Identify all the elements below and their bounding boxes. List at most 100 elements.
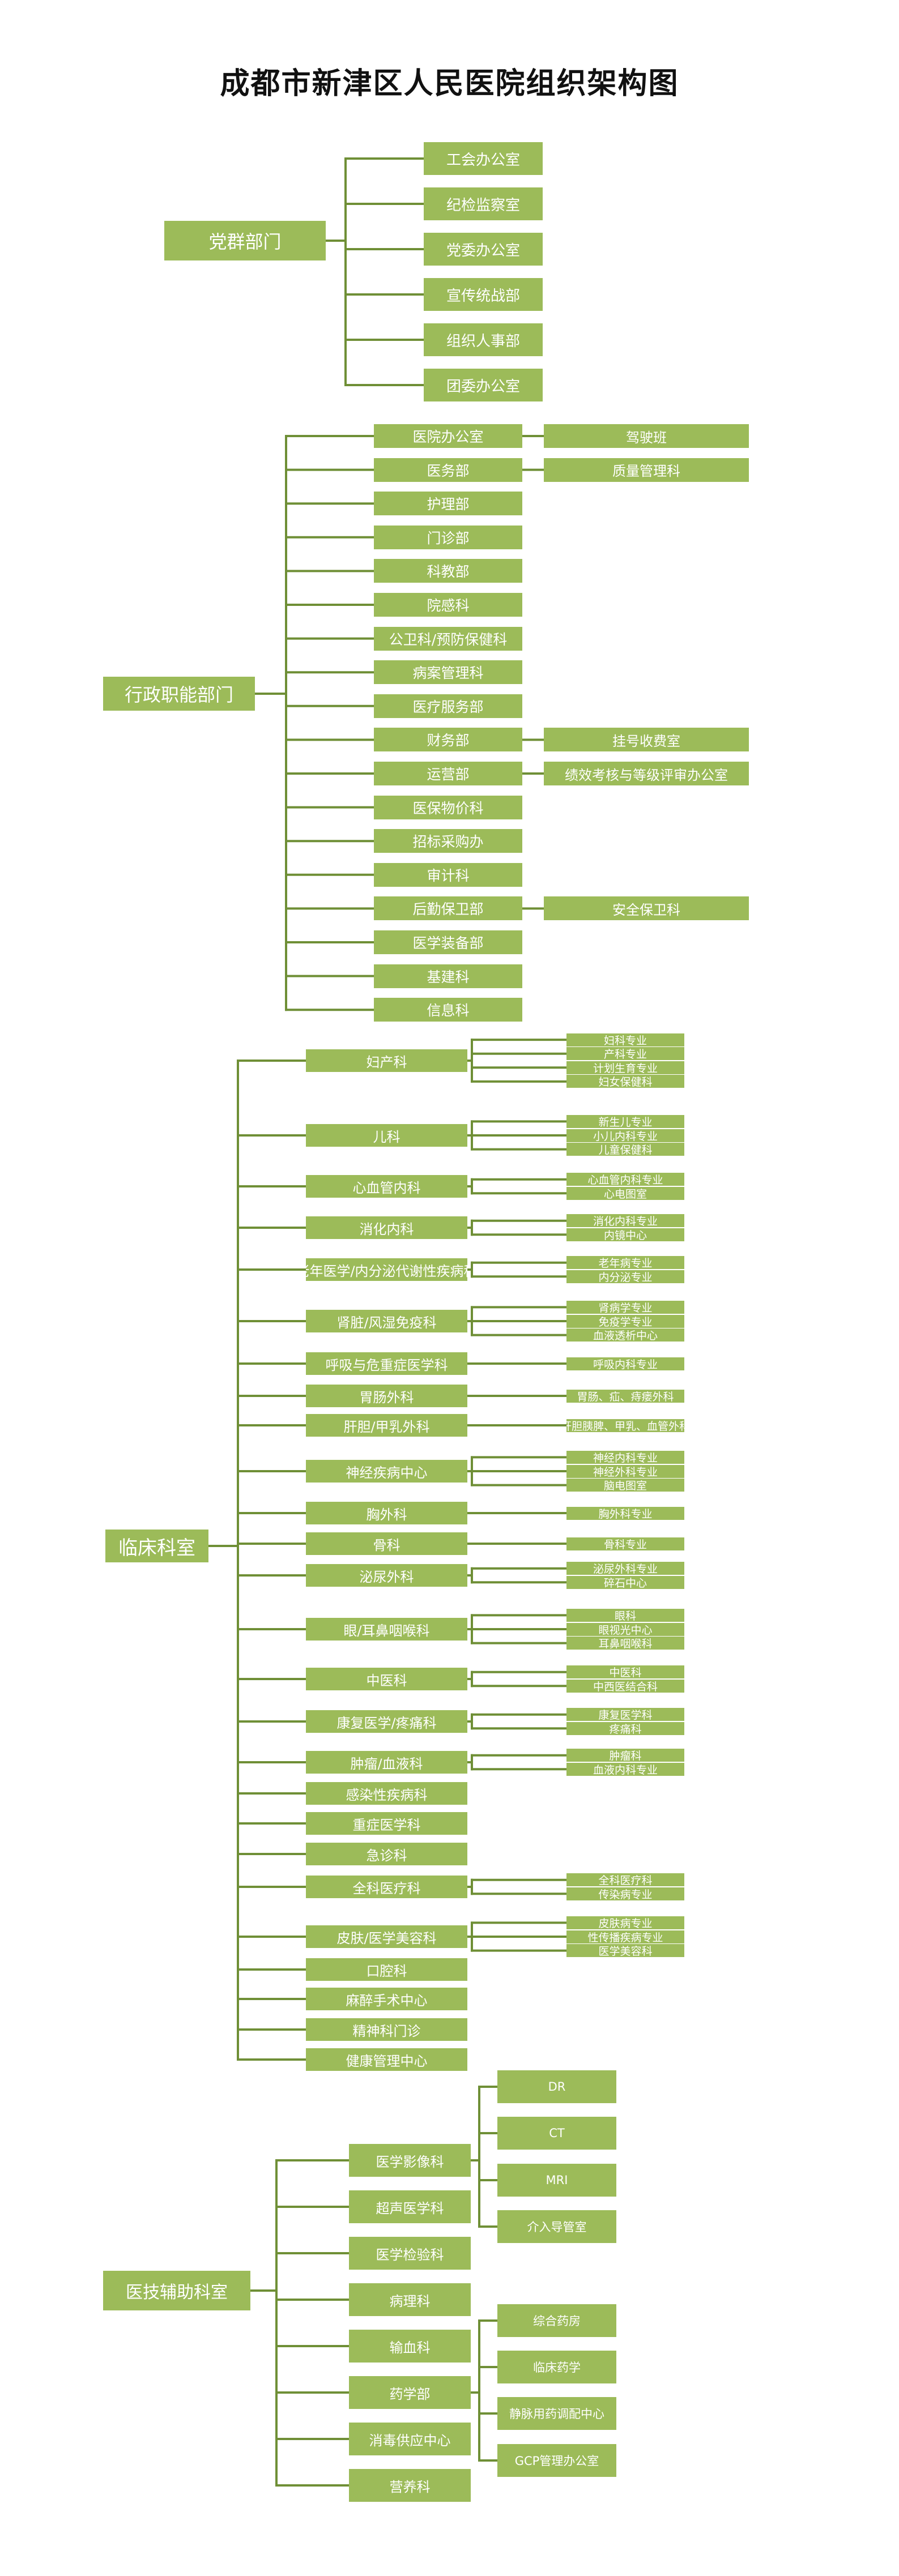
- section-root-box: 行政职能部门: [103, 677, 255, 711]
- department-box: 中医科: [306, 1668, 467, 1690]
- sub-department-box: 康复医学科: [566, 1708, 684, 1721]
- section-root-box: 党群部门: [164, 221, 326, 260]
- department-box: 团委办公室: [424, 369, 543, 401]
- department-box: 纪检监察室: [424, 187, 543, 220]
- department-box: 心血管内科: [306, 1175, 467, 1198]
- sub-department-box: 妇科专业: [566, 1033, 684, 1046]
- department-box: 肿瘤/血液科: [306, 1751, 467, 1774]
- sub-department-box: 消化内科专业: [566, 1214, 684, 1228]
- sub-department-box: 产科专业: [566, 1047, 684, 1061]
- sub-department-box: 心电图室: [566, 1186, 684, 1200]
- sub-department-box: 肾病学专业: [566, 1300, 684, 1314]
- sub-department-box: 全科医疗科: [566, 1873, 684, 1887]
- department-box: 信息科: [374, 998, 522, 1022]
- sub-department-box: 介入导管室: [497, 2210, 616, 2243]
- department-box: 党委办公室: [424, 233, 543, 266]
- department-box: 输血科: [349, 2330, 471, 2363]
- sub-department-box: 中西医结合科: [566, 1679, 684, 1693]
- department-box: 药学部: [349, 2376, 471, 2409]
- department-box: 医保物价科: [374, 795, 522, 819]
- department-box: 老年医学/内分泌代谢性疾病科: [306, 1258, 467, 1281]
- sub-department-box: 神经内科专业: [566, 1450, 684, 1464]
- sub-department-box: 眼科: [566, 1608, 684, 1622]
- department-box: 健康管理中心: [306, 2048, 467, 2071]
- department-box: 重症医学科: [306, 1812, 467, 1835]
- sub-department-box: 绩效考核与等级评审办公室: [544, 762, 749, 785]
- department-box: 儿科: [306, 1124, 467, 1147]
- department-box: 门诊部: [374, 525, 522, 549]
- section-root-box: 临床科室: [105, 1530, 208, 1562]
- sub-department-box: 临床药学: [497, 2351, 616, 2383]
- department-box: 营养科: [349, 2469, 471, 2502]
- department-box: 超声医学科: [349, 2190, 471, 2223]
- department-box: 招标采购办: [374, 829, 522, 853]
- sub-department-box: 静脉用药调配中心: [497, 2397, 616, 2430]
- department-box: 科教部: [374, 559, 522, 583]
- sub-department-box: 挂号收费室: [544, 728, 749, 752]
- department-box: 神经疾病中心: [306, 1460, 467, 1483]
- sub-department-box: 骨科专业: [566, 1537, 684, 1550]
- department-box: 感染性疾病科: [306, 1782, 467, 1805]
- department-box: 病案管理科: [374, 660, 522, 685]
- department-box: 胃肠外科: [306, 1385, 467, 1407]
- department-box: 骨科: [306, 1532, 467, 1555]
- sub-department-box: 内镜中心: [566, 1228, 684, 1241]
- sub-department-box: 综合药房: [497, 2304, 616, 2337]
- department-box: 病理科: [349, 2283, 471, 2316]
- department-box: 后勤保卫部: [374, 896, 522, 921]
- sub-department-box: 血液透析中心: [566, 1328, 684, 1342]
- department-box: 工会办公室: [424, 142, 543, 175]
- sub-department-box: 质量管理科: [544, 458, 749, 482]
- department-box: 公卫科/预防保健科: [374, 626, 522, 651]
- department-box: 院感科: [374, 593, 522, 617]
- sub-department-box: 新生儿专业: [566, 1114, 684, 1128]
- department-box: 审计科: [374, 862, 522, 887]
- department-box: 肝胆/甲乳外科: [306, 1414, 467, 1437]
- sub-department-box: 神经外科专业: [566, 1464, 684, 1478]
- sub-department-box: 中医科: [566, 1665, 684, 1679]
- sub-department-box: 胸外科专业: [566, 1506, 684, 1520]
- sub-department-box: 呼吸内科专业: [566, 1357, 684, 1370]
- department-box: 医务部: [374, 458, 522, 482]
- department-box: 医学装备部: [374, 930, 522, 954]
- department-box: 肾脏/风湿免疫科: [306, 1310, 467, 1332]
- department-box: 泌尿外科: [306, 1564, 467, 1587]
- section-root-box: 医技辅助科室: [103, 2271, 250, 2310]
- sub-department-box: 传染病专业: [566, 1887, 684, 1900]
- sub-department-box: 免疫学专业: [566, 1314, 684, 1328]
- department-box: 眼/耳鼻咽喉科: [306, 1618, 467, 1641]
- sub-department-box: 妇女保健科: [566, 1075, 684, 1088]
- sub-department-box: 胃肠、疝、痔瘘外科: [566, 1389, 684, 1403]
- department-box: 康复医学/疼痛科: [306, 1710, 467, 1733]
- department-box: 呼吸与危重症医学科: [306, 1352, 467, 1375]
- sub-department-box: 脑电图室: [566, 1479, 684, 1492]
- sub-department-box: 计划生育专业: [566, 1061, 684, 1074]
- sub-department-box: 驾驶班: [544, 424, 749, 448]
- sub-department-box: 心血管内科专业: [566, 1173, 684, 1186]
- department-box: 医院办公室: [374, 424, 522, 448]
- department-box: 全科医疗科: [306, 1876, 467, 1898]
- sub-department-box: 安全保卫科: [544, 896, 749, 921]
- chart-title: 成都市新津区人民医院组织架构图: [220, 67, 679, 101]
- sub-department-box: 泌尿外科专业: [566, 1562, 684, 1575]
- department-box: 麻醉手术中心: [306, 1988, 467, 2010]
- department-box: 口腔科: [306, 1958, 467, 1981]
- department-box: 消毒供应中心: [349, 2423, 471, 2455]
- department-box: 急诊科: [306, 1843, 467, 1865]
- department-box: 医学影像科: [349, 2144, 471, 2177]
- sub-department-box: 疼痛科: [566, 1721, 684, 1735]
- sub-department-box: DR: [497, 2070, 616, 2103]
- sub-department-box: 小儿内科专业: [566, 1129, 684, 1142]
- department-box: 妇产科: [306, 1049, 467, 1072]
- department-box: 组织人事部: [424, 323, 543, 356]
- sub-department-box: 儿童保健科: [566, 1143, 684, 1156]
- sub-department-box: 老年病专业: [566, 1256, 684, 1270]
- department-box: 宣传统战部: [424, 278, 543, 311]
- department-box: 消化内科: [306, 1216, 467, 1239]
- sub-department-box: 血液内科专业: [566, 1762, 684, 1776]
- sub-department-box: 内分泌专业: [566, 1270, 684, 1283]
- department-box: 护理部: [374, 492, 522, 516]
- department-box: 皮肤/医学美容科: [306, 1925, 467, 1948]
- department-box: 基建科: [374, 964, 522, 988]
- sub-department-box: 耳鼻咽喉科: [566, 1637, 684, 1650]
